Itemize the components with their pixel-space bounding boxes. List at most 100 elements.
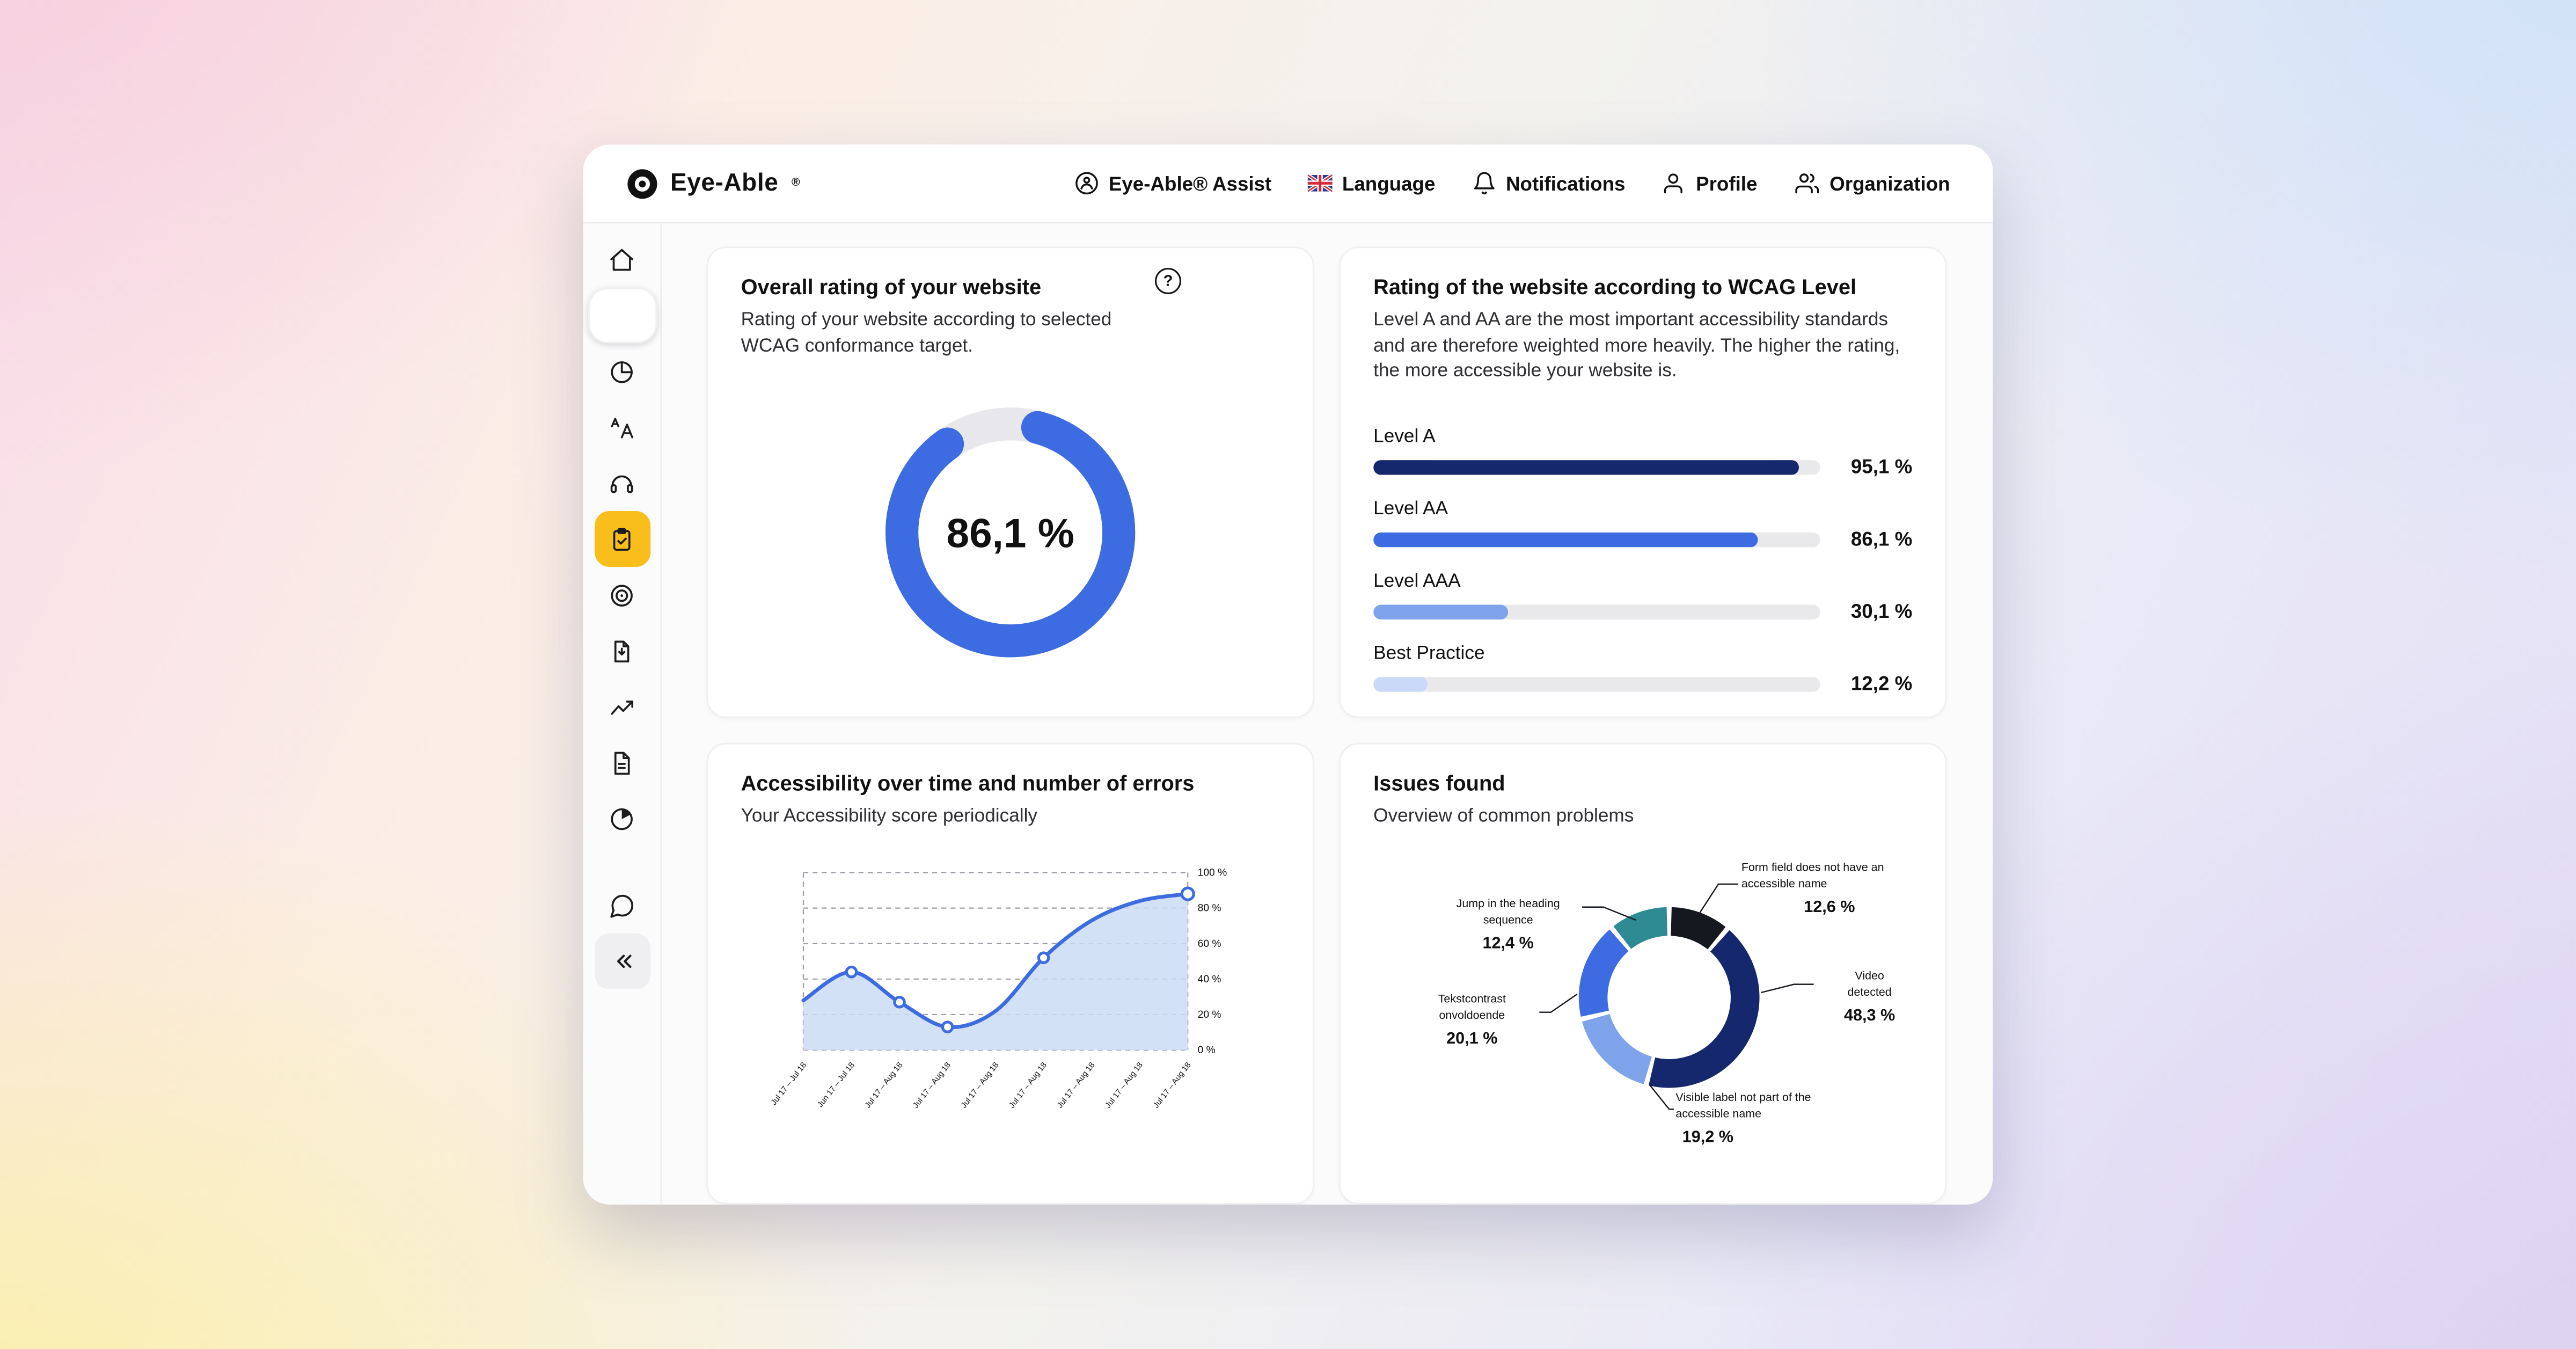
bar-label: Level AA <box>1373 500 1448 520</box>
slice-label-form-field: Form field does not have an accessible n… <box>1741 861 1906 920</box>
slice-value: 48,3 % <box>1843 1007 1896 1025</box>
issues-donut-chart: Form field does not have an accessible n… <box>1373 841 1912 1172</box>
sidebar-item-pdf[interactable] <box>594 623 650 679</box>
bar-row-level-aa: Level AA 86,1 % <box>1373 500 1912 551</box>
headset-icon <box>610 475 633 493</box>
user-icon <box>1664 173 1683 194</box>
bar-track <box>1373 460 1820 475</box>
card-wcag-levels: Rating of the website according to WCAG … <box>1338 246 1947 718</box>
svg-text:Jul 17 – Aug 18: Jul 17 – Aug 18 <box>863 1060 904 1110</box>
bar-track <box>1373 532 1820 548</box>
card-accessibility-over-time: Accessibility over time and number of er… <box>706 742 1314 1205</box>
slice-value: 20,1 % <box>1446 1029 1498 1048</box>
help-icon[interactable]: ? <box>1155 267 1182 294</box>
wcag-bars: Level A 95,1 % Level AA 86,1 % Level AAA… <box>1373 428 1912 696</box>
svg-text:Jul 17 – Jul 18: Jul 17 – Jul 18 <box>769 1060 808 1107</box>
sidebar-item-document[interactable] <box>594 734 650 790</box>
card-title: Issues found <box>1373 770 1505 796</box>
sidebar-item-trend[interactable] <box>594 679 650 734</box>
overall-donut-fg <box>885 407 1136 658</box>
svg-text:100 %: 100 % <box>1198 867 1227 878</box>
brand-name: Eye-Able <box>670 169 779 198</box>
svg-text:60 %: 60 % <box>1198 938 1221 949</box>
bar-fill <box>1373 677 1428 692</box>
bar-track <box>1373 677 1820 692</box>
slice-value: 19,2 % <box>1682 1128 1733 1147</box>
connector-visible-label <box>1649 1083 1674 1110</box>
nav-item-notifications[interactable]: Notifications <box>1472 171 1626 195</box>
nav-label: Organization <box>1829 171 1950 195</box>
card-title: Accessibility over time and number of er… <box>741 770 1195 796</box>
bar-track <box>1373 604 1820 619</box>
sidebar-item-target[interactable] <box>594 567 650 623</box>
slice-label-text: Form field does not have an accessible n… <box>1741 862 1884 890</box>
bar-value: 30,1 % <box>1850 600 1913 624</box>
pie-chart-icon <box>611 360 633 383</box>
bar-fill <box>1373 532 1759 548</box>
chat-bubble-icon <box>610 894 634 917</box>
card-title: Overall rating of your website <box>741 274 1042 300</box>
slice-label-visible: Visible label not part of the accessible… <box>1675 1091 1846 1150</box>
svg-text:Jul 17 – Aug 18: Jul 17 – Aug 18 <box>1103 1060 1145 1110</box>
svg-text:Jun 17 – Jul 18: Jun 17 – Jul 18 <box>816 1060 857 1109</box>
sidebar-item-home[interactable] <box>594 232 650 288</box>
target-icon <box>611 584 633 606</box>
card-title: Rating of the website according to WCAG … <box>1373 274 1857 300</box>
card-subtitle: Level A and AA are the most important ac… <box>1373 311 1900 382</box>
sidebar <box>583 223 662 1205</box>
nav-item-profile[interactable]: Profile <box>1662 171 1758 195</box>
sidebar-item-pie-report[interactable] <box>594 344 650 399</box>
slice-value: 12,4 % <box>1482 934 1534 953</box>
slice-label-text: Tekstcontrast onvoldoende <box>1438 993 1506 1022</box>
nav-label: Notifications <box>1506 171 1626 195</box>
svg-text:20 %: 20 % <box>1198 1009 1221 1020</box>
bar-fill <box>1373 460 1799 475</box>
nav-item-assist[interactable]: Eye-Able® Assist <box>1074 171 1272 195</box>
app-header: Eye-Able ® Eye-Able® Assist <box>583 144 1993 224</box>
bar-value: 86,1 % <box>1850 528 1913 551</box>
uk-flag-icon <box>1307 174 1333 193</box>
trend-chart-icon <box>611 699 634 714</box>
nav-item-organization[interactable]: Organization <box>1794 171 1950 195</box>
bar-value: 95,1 % <box>1850 456 1913 479</box>
slice-label-tekstcontrast: Tekstcontrast onvoldoende 20,1 % <box>1406 992 1538 1051</box>
nav-item-language[interactable]: Language <box>1307 172 1435 195</box>
svg-text:40 %: 40 % <box>1198 973 1221 985</box>
brand-trademark: ® <box>791 177 801 189</box>
nav-label: Profile <box>1696 171 1758 195</box>
sidebar-item-audio[interactable] <box>594 455 650 511</box>
svg-text:Jul 17 – Aug 18: Jul 17 – Aug 18 <box>1152 1060 1193 1110</box>
svg-text:0 %: 0 % <box>1198 1044 1216 1055</box>
slice-value: 12,6 % <box>1804 898 1855 916</box>
connector-jump <box>1582 906 1637 921</box>
bar-fill <box>1373 604 1508 619</box>
svg-text:80 %: 80 % <box>1198 902 1221 914</box>
sidebar-item-report-active[interactable] <box>594 511 650 567</box>
card-subtitle: Rating of your website according to sele… <box>741 311 1112 356</box>
sidebar-item-analytics[interactable] <box>594 790 650 846</box>
sidebar-item-accessibility[interactable] <box>587 287 656 344</box>
card-subtitle: Your Accessibility score periodically <box>741 807 1038 827</box>
svg-text:Jul 17 – Aug 18: Jul 17 – Aug 18 <box>1007 1060 1049 1110</box>
svg-text:Jul 17 – Aug 18: Jul 17 – Aug 18 <box>1055 1060 1096 1110</box>
bar-label: Level A <box>1373 428 1436 448</box>
assist-icon <box>1075 172 1098 195</box>
overall-donut-chart: 86,1 % <box>870 393 1150 681</box>
translate-icon <box>611 417 633 437</box>
bar-label: Level AAA <box>1373 572 1461 593</box>
timeline-chart-svg: 100 %80 %60 %40 %20 %0 %Jul 17 – Jul 18 J… <box>769 867 1227 1110</box>
app-window: Eye-Able ® Eye-Able® Assist <box>583 144 1993 1205</box>
sidebar-item-chat[interactable] <box>594 878 650 934</box>
nav-label: Eye-Able® Assist <box>1108 171 1272 195</box>
overall-donut-value: 86,1 % <box>947 511 1074 557</box>
sidebar-item-translate[interactable] <box>594 399 650 455</box>
clipboard-check-icon <box>613 527 631 550</box>
bar-label: Best Practice <box>1373 645 1485 665</box>
brand-logo[interactable]: Eye-Able ® <box>626 167 800 200</box>
collapse-sidebar-button[interactable] <box>594 933 650 989</box>
slice-label-text: Jump in the heading sequence <box>1456 898 1560 927</box>
slice-label-text: Video detected <box>1847 971 1892 998</box>
bell-icon <box>1473 172 1494 194</box>
connector-form-field <box>1696 883 1738 917</box>
